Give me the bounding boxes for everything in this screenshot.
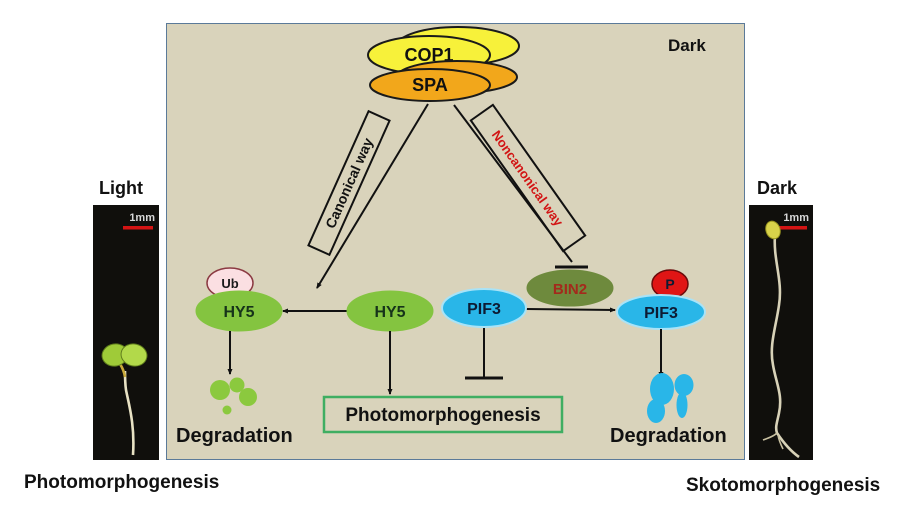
svg-text:P: P [665,276,674,292]
svg-text:BIN2: BIN2 [553,281,587,298]
svg-text:PIF3: PIF3 [467,301,501,318]
svg-text:HY5: HY5 [374,304,405,321]
svg-text:Degradation: Degradation [610,425,727,447]
svg-text:PIF3: PIF3 [644,305,678,322]
svg-text:HY5: HY5 [223,304,254,321]
svg-text:Degradation: Degradation [176,425,293,447]
svg-text:Noncanonical way: Noncanonical way [489,128,567,230]
svg-text:Photomorphogenesis: Photomorphogenesis [345,405,540,426]
svg-text:Ub: Ub [221,276,238,291]
svg-text:Canonical way: Canonical way [322,135,376,231]
svg-text:SPA: SPA [412,75,448,95]
